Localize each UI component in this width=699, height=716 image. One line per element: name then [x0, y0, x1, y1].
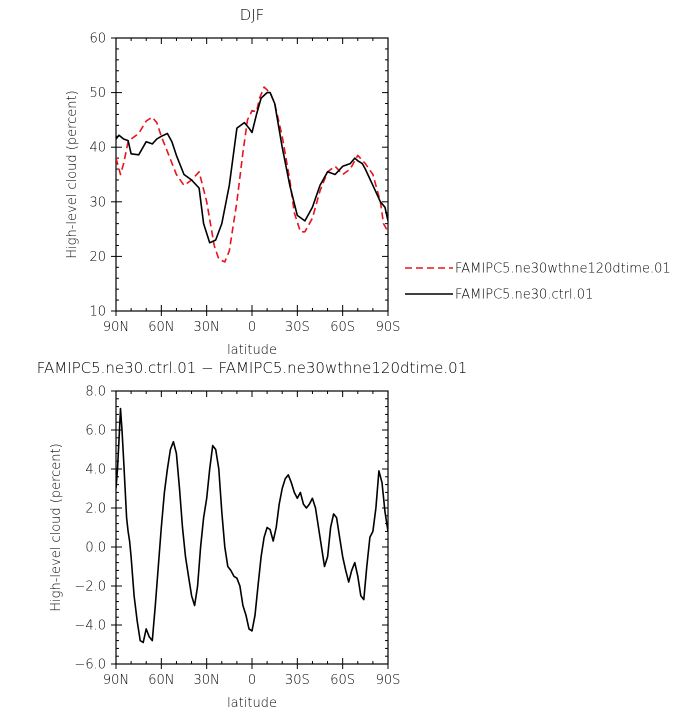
- y-tick-label: 2.0: [85, 502, 106, 517]
- series-line-1: [116, 407, 388, 644]
- y-axis-label: High-level cloud (percent): [65, 90, 80, 258]
- legend-label: FAMIPC5.ne30.ctrl.01: [455, 288, 593, 303]
- x-axis-label: latitude: [227, 696, 277, 711]
- y-axis-label: High-level cloud (percent): [49, 443, 64, 611]
- y-tick-label: 20: [89, 250, 106, 265]
- x-tick-label: 90N: [103, 673, 129, 688]
- plot-frame: [115, 37, 389, 312]
- series-line-1: [116, 86, 388, 263]
- legend: FAMIPC5.ne30wthne120dtime.01 FAMIPC5.ne30…: [405, 262, 671, 303]
- y-tick-label: 0.0: [85, 541, 106, 556]
- x-tick-label: 90S: [376, 320, 401, 335]
- x-tick-label: 90S: [376, 673, 401, 688]
- y-tick-label: 8.0: [85, 385, 106, 400]
- y-tick-label: 10: [89, 305, 106, 320]
- chart-title: DJF: [240, 6, 265, 24]
- series-line-2: [116, 91, 388, 244]
- x-tick-label: 60N: [148, 320, 174, 335]
- y-tick-label: 30: [89, 195, 106, 210]
- y-tick-label: −6.0: [74, 658, 106, 673]
- y-tick-label: 60: [89, 32, 106, 47]
- x-tick-label: 0: [248, 673, 256, 688]
- x-axis-label: latitude: [227, 343, 277, 358]
- x-tick-label: 60N: [148, 673, 174, 688]
- y-tick-label: −2.0: [74, 580, 106, 595]
- lower-chart-panel: FAMIPC5.ne30.ctrl.01 − FAMIPC5.ne30wthne…: [37, 359, 468, 711]
- legend-label: FAMIPC5.ne30wthne120dtime.01: [455, 262, 671, 277]
- y-tick-label: 40: [89, 141, 106, 156]
- y-tick-label: 50: [89, 86, 106, 101]
- y-tick-label: 6.0: [85, 424, 106, 439]
- upper-chart-panel: DJF 90N 60N 30N 0 30S 60S 90S 10 20 30 40 50 60 latitu…: [65, 6, 671, 358]
- x-tick-label: 30S: [285, 320, 310, 335]
- x-tick-label: 30S: [285, 673, 310, 688]
- y-tick-label: 4.0: [85, 463, 106, 478]
- x-tick-label: 60S: [330, 673, 355, 688]
- y-tick-label: −4.0: [74, 619, 106, 634]
- x-tick-label: 60S: [330, 320, 355, 335]
- x-tick-label: 0: [248, 320, 256, 335]
- x-tick-label: 30N: [194, 320, 220, 335]
- x-tick-label: 30N: [194, 673, 220, 688]
- plot-frame: [115, 390, 389, 665]
- chart-title: FAMIPC5.ne30.ctrl.01 − FAMIPC5.ne30wthne…: [37, 359, 468, 377]
- x-tick-label: 90N: [103, 320, 129, 335]
